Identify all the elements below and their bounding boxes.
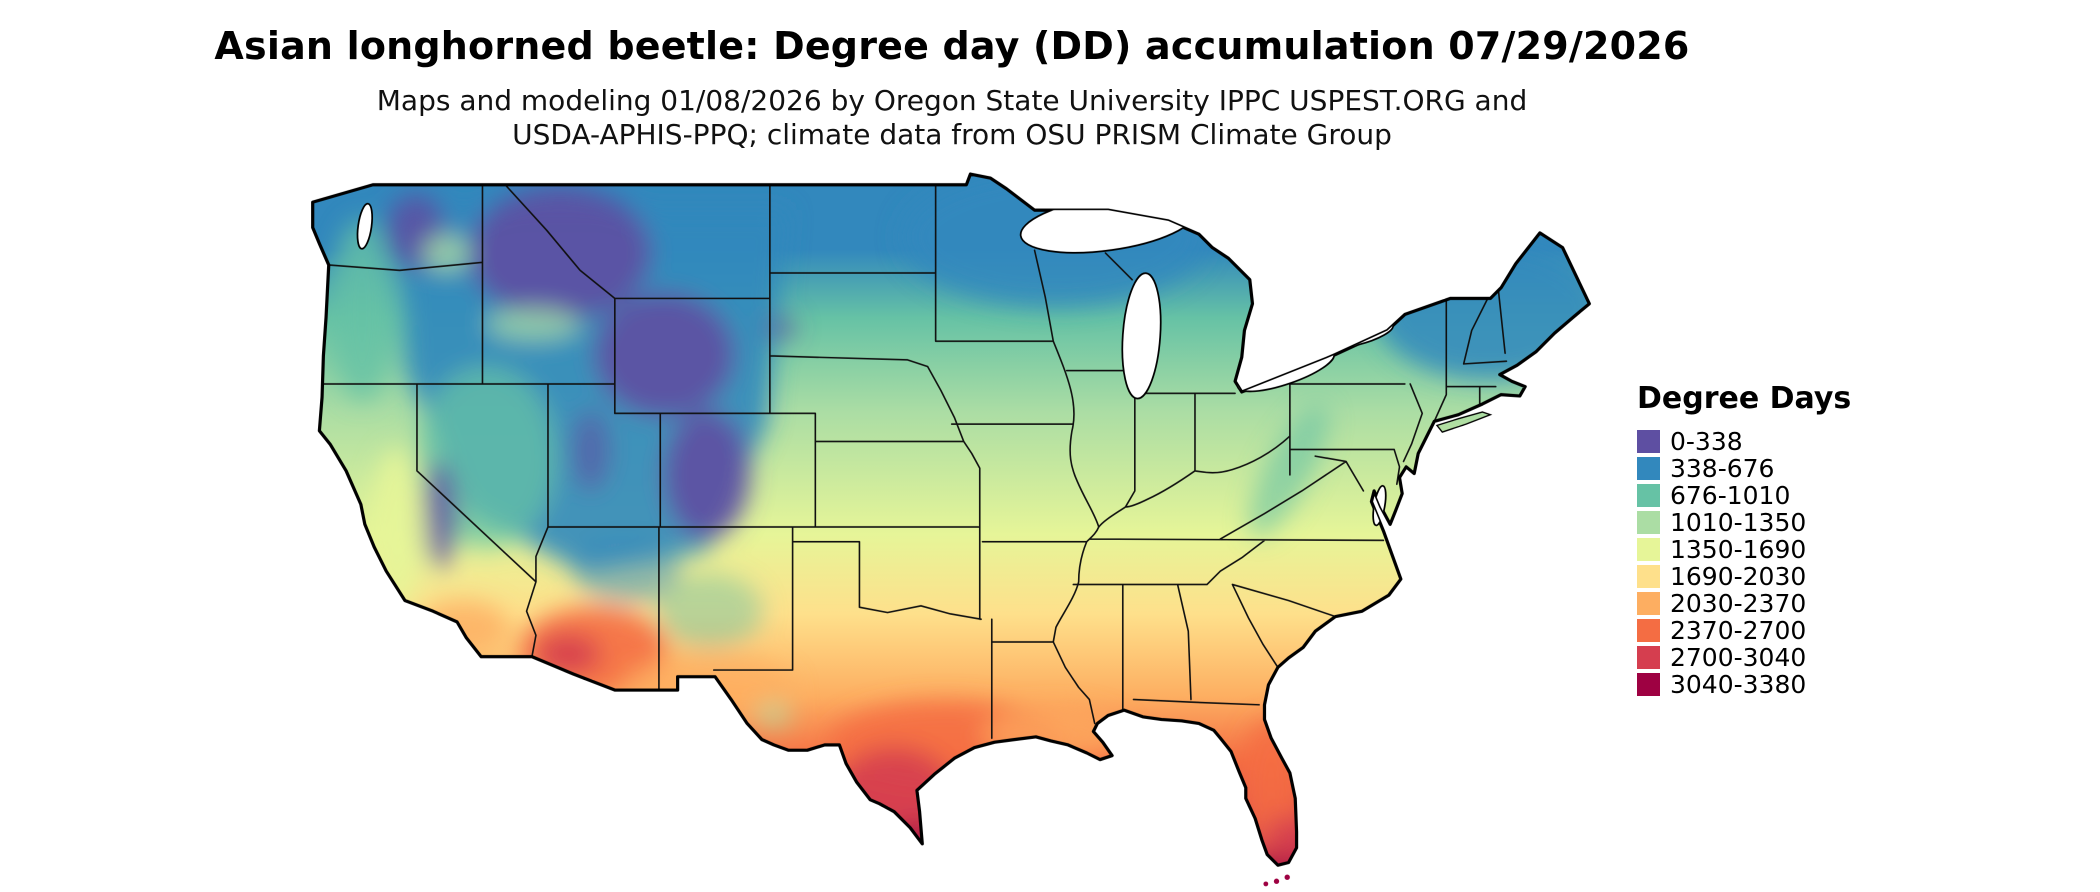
degree-day-raster xyxy=(312,174,1590,866)
map-subtitle: Maps and modeling 01/08/2026 by Oregon S… xyxy=(0,84,1904,152)
legend-label: 2700-3040 xyxy=(1670,643,1807,672)
legend-row: 338-676 xyxy=(1637,454,1851,483)
lake-michigan-icon xyxy=(1121,272,1162,400)
legend-row: 1010-1350 xyxy=(1637,508,1851,537)
legend-row: 2030-2370 xyxy=(1637,589,1851,618)
legend-swatch xyxy=(1637,430,1660,453)
legend-swatch xyxy=(1637,619,1660,642)
long-island xyxy=(1435,411,1493,433)
legend-rows: 0-338 338-676 676-1010 1010-1350 1350-1690 16… xyxy=(1637,427,1851,699)
legend-row: 2700-3040 xyxy=(1637,643,1851,672)
legend-swatch xyxy=(1637,673,1660,696)
header: Asian longhorned beetle: Degree day (DD)… xyxy=(0,24,1904,152)
legend-row: 1690-2030 xyxy=(1637,562,1851,591)
legend: Degree Days 0-338 338-676 676-1010 1010-135… xyxy=(1637,381,1852,699)
state-borders xyxy=(319,183,1508,740)
map-subtitle-line2: USDA-APHIS-PPQ; climate data from OSU PR… xyxy=(512,118,1392,152)
legend-swatch xyxy=(1637,457,1660,480)
legend-label: 1010-1350 xyxy=(1670,508,1807,537)
legend-label: 2030-2370 xyxy=(1670,589,1807,618)
legend-label: 676-1010 xyxy=(1670,481,1791,510)
us-map-svg xyxy=(311,172,1591,887)
legend-label: 338-676 xyxy=(1670,454,1775,483)
map-title: Asian longhorned beetle: Degree day (DD)… xyxy=(214,24,1690,68)
puget-sound-icon xyxy=(356,202,374,250)
legend-swatch xyxy=(1637,511,1660,534)
legend-label: 0-338 xyxy=(1670,427,1743,456)
legend-swatch xyxy=(1637,565,1660,588)
legend-swatch xyxy=(1637,484,1660,507)
legend-row: 0-338 xyxy=(1637,427,1851,456)
legend-label: 3040-3380 xyxy=(1670,670,1807,699)
legend-row: 676-1010 xyxy=(1637,481,1851,510)
legend-row: 2370-2700 xyxy=(1637,616,1851,645)
florida-keys xyxy=(1263,874,1290,887)
legend-swatch xyxy=(1637,592,1660,615)
legend-label: 1690-2030 xyxy=(1670,562,1807,591)
legend-swatch xyxy=(1637,646,1660,669)
us-outline xyxy=(311,172,1591,867)
legend-row: 3040-3380 xyxy=(1637,670,1851,699)
us-degree-day-map xyxy=(306,170,1596,892)
legend-title: Degree Days xyxy=(1637,381,1852,416)
legend-label: 2370-2700 xyxy=(1670,616,1807,645)
legend-row: 1350-1690 xyxy=(1637,535,1851,564)
map-subtitle-line1: Maps and modeling 01/08/2026 by Oregon S… xyxy=(376,84,1528,117)
legend-label: 1350-1690 xyxy=(1670,535,1807,564)
legend-swatch xyxy=(1637,538,1660,561)
